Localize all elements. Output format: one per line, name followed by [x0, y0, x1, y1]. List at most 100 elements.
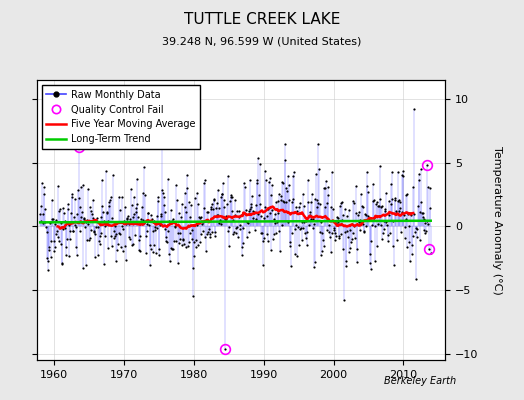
Point — [168, 246, 177, 252]
Point — [102, 168, 110, 174]
Point — [251, 227, 259, 234]
Point — [310, 263, 319, 270]
Point — [385, 212, 393, 218]
Point — [386, 230, 394, 236]
Point — [313, 196, 321, 203]
Point — [299, 191, 307, 198]
Point — [231, 197, 239, 203]
Point — [141, 192, 149, 198]
Point — [193, 189, 202, 196]
Point — [272, 199, 280, 205]
Point — [425, 246, 433, 252]
Point — [380, 226, 388, 233]
Point — [64, 252, 73, 259]
Point — [252, 216, 260, 222]
Point — [61, 224, 69, 231]
Point — [344, 207, 353, 213]
Point — [160, 226, 169, 232]
Point — [155, 246, 163, 252]
Point — [261, 168, 270, 174]
Point — [353, 259, 361, 266]
Point — [427, 250, 435, 257]
Point — [333, 215, 342, 221]
Point — [326, 249, 335, 256]
Point — [374, 220, 383, 227]
Point — [157, 213, 165, 220]
Point — [221, 216, 229, 223]
Point — [336, 203, 344, 210]
Point — [314, 200, 322, 206]
Point — [265, 179, 273, 185]
Point — [145, 242, 154, 248]
Point — [329, 206, 337, 212]
Point — [249, 210, 258, 216]
Point — [185, 199, 193, 206]
Point — [343, 213, 352, 220]
Point — [130, 211, 138, 218]
Point — [268, 182, 277, 188]
Point — [371, 223, 379, 229]
Point — [112, 258, 120, 264]
Point — [159, 189, 167, 196]
Point — [66, 236, 74, 242]
Point — [241, 184, 249, 190]
Point — [42, 224, 50, 230]
Point — [372, 201, 380, 207]
Point — [285, 182, 293, 188]
Point — [389, 218, 397, 224]
Point — [279, 198, 287, 204]
Point — [226, 192, 235, 198]
Point — [268, 207, 276, 213]
Point — [108, 215, 116, 221]
Point — [301, 229, 309, 236]
Point — [79, 264, 88, 271]
Point — [41, 219, 49, 226]
Point — [131, 232, 139, 238]
Point — [132, 205, 140, 211]
Point — [82, 262, 90, 268]
Point — [345, 249, 353, 255]
Point — [60, 210, 68, 216]
Point — [89, 197, 97, 203]
Point — [390, 196, 399, 203]
Point — [140, 164, 148, 170]
Point — [163, 228, 172, 234]
Point — [242, 211, 250, 217]
Point — [205, 231, 214, 237]
Point — [128, 214, 137, 221]
Point — [283, 172, 292, 179]
Point — [239, 225, 247, 232]
Point — [129, 241, 137, 248]
Point — [101, 222, 110, 229]
Point — [200, 204, 208, 211]
Point — [277, 197, 286, 204]
Point — [307, 216, 315, 222]
Point — [95, 238, 103, 244]
Point — [282, 184, 291, 191]
Point — [255, 192, 263, 198]
Point — [295, 204, 303, 210]
Point — [66, 228, 74, 234]
Point — [228, 231, 237, 238]
Point — [70, 196, 79, 202]
Point — [248, 193, 256, 200]
Point — [89, 214, 97, 221]
Point — [68, 191, 77, 197]
Point — [309, 216, 317, 222]
Point — [252, 202, 260, 208]
Point — [273, 218, 281, 225]
Point — [57, 220, 66, 226]
Point — [64, 205, 72, 212]
Point — [384, 232, 392, 238]
Point — [53, 234, 62, 240]
Point — [394, 168, 402, 175]
Point — [142, 250, 150, 256]
Point — [402, 192, 410, 198]
Point — [197, 230, 205, 237]
Point — [179, 237, 188, 243]
Point — [324, 192, 333, 198]
Point — [45, 247, 53, 254]
Point — [332, 233, 341, 240]
Point — [112, 231, 121, 237]
Point — [177, 214, 185, 220]
